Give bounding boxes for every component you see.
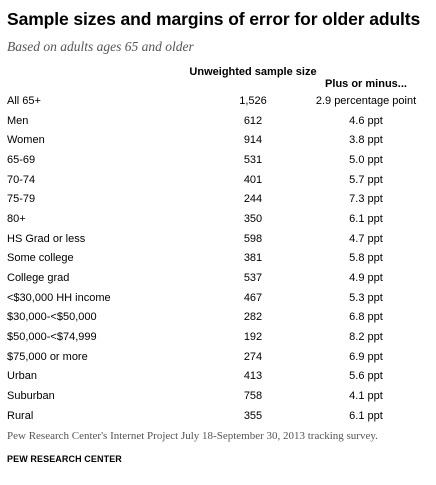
row-label: $30,000-<$50,000	[7, 311, 97, 324]
margin-of-error-value: 4.1 ppt	[349, 389, 383, 402]
source-note: Pew Research Center's Internet Project J…	[7, 430, 378, 442]
sample-size-value: 282	[243, 311, 263, 324]
margin-of-error-value: 5.3 ppt	[349, 291, 383, 304]
sample-size-value: 401	[243, 173, 263, 186]
margin-of-error-value: 6.8 ppt	[349, 311, 383, 324]
row-label: $50,000-<$74,999	[7, 330, 97, 343]
sample-size-value: 598	[243, 232, 263, 245]
table-row: $30,000-<$50,000 282 6.8 ppt	[0, 308, 436, 328]
data-table: All 65+ 1,526 2.9 percentage point Men 612 4.…	[0, 92, 436, 426]
row-label: 70-74	[7, 173, 36, 186]
margin-of-error-value: 5.8 ppt	[349, 252, 383, 265]
row-label: Rural	[7, 409, 34, 422]
row-label: 75-79	[7, 193, 36, 206]
sample-size-value: 467	[243, 291, 263, 304]
sample-size-value: 914	[243, 134, 263, 147]
sample-size-value: 1,526	[239, 95, 267, 107]
row-label: Urban	[7, 370, 37, 383]
row-label: Women	[7, 134, 45, 147]
row-label: Suburban	[7, 389, 55, 402]
margin-of-error-value: 5.7 ppt	[349, 173, 383, 186]
row-label: Men	[7, 114, 29, 127]
table-row: Women 914 3.8 ppt	[0, 131, 436, 151]
table-row: 70-74 401 5.7 ppt	[0, 171, 436, 191]
margin-of-error-value: 6.1 ppt	[349, 409, 383, 422]
table-row: $50,000-<$74,999 192 8.2 ppt	[0, 328, 436, 348]
sample-size-value: 612	[243, 114, 263, 127]
subtitle: Based on adults ages 65 and older	[7, 39, 194, 54]
table-row: Some college 381 5.8 ppt	[0, 249, 436, 269]
table-row: All 65+ 1,526 2.9 percentage point	[0, 92, 436, 112]
table-row: 65-69 531 5.0 ppt	[0, 151, 436, 171]
column-header-margin-of-error: Plus or minus...	[325, 78, 407, 90]
sample-size-value: 381	[243, 252, 263, 265]
row-label: All 65+	[7, 95, 41, 107]
table-row: 80+ 350 6.1 ppt	[0, 210, 436, 230]
row-label: HS Grad or less	[7, 232, 86, 245]
margin-of-error-value: 4.6 ppt	[349, 114, 383, 127]
table-row: Urban 413 5.6 ppt	[0, 367, 436, 387]
row-label: $75,000 or more	[7, 350, 88, 363]
sample-size-value: 355	[243, 409, 263, 422]
row-label: <$30,000 HH income	[7, 291, 111, 304]
table-row: <$30,000 HH income 467 5.3 ppt	[0, 289, 436, 309]
table-row: HS Grad or less 598 4.7 ppt	[0, 230, 436, 250]
margin-of-error-value: 7.3 ppt	[349, 193, 383, 206]
margin-of-error-value: 4.9 ppt	[349, 271, 383, 284]
brand-logo-text: PEW RESEARCH CENTER	[7, 454, 122, 464]
row-label: Some college	[7, 252, 74, 265]
margin-of-error-value: 5.6 ppt	[349, 370, 383, 383]
row-label: College grad	[7, 271, 70, 284]
table-row: Rural 355 6.1 ppt	[0, 407, 436, 427]
sample-size-value: 192	[243, 330, 263, 343]
table-row: Suburban 758 4.1 ppt	[0, 387, 436, 407]
sample-size-value: 531	[243, 153, 263, 166]
table-row: Men 612 4.6 ppt	[0, 112, 436, 132]
margin-of-error-value: 6.9 ppt	[349, 350, 383, 363]
table-row: 75-79 244 7.3 ppt	[0, 190, 436, 210]
column-header-sample-size: Unweighted sample size	[189, 66, 317, 78]
sample-size-value: 244	[243, 193, 263, 206]
margin-of-error-value: 5.0 ppt	[349, 153, 383, 166]
table-row: College grad 537 4.9 ppt	[0, 269, 436, 289]
sample-size-value: 413	[243, 370, 263, 383]
table-row: $75,000 or more 274 6.9 ppt	[0, 348, 436, 368]
margin-of-error-value: 6.1 ppt	[349, 212, 383, 225]
margin-of-error-value: 2.9 percentage point	[315, 95, 417, 107]
margin-of-error-value: 8.2 ppt	[349, 330, 383, 343]
row-label: 80+	[7, 212, 26, 225]
sample-size-value: 758	[243, 389, 263, 402]
top-rule	[0, 91, 436, 92]
row-label: 65-69	[7, 153, 36, 166]
page-title: Sample sizes and margins of error for ol…	[7, 9, 421, 29]
margin-of-error-value: 3.8 ppt	[349, 134, 383, 147]
margin-of-error-value: 4.7 ppt	[349, 232, 383, 245]
sample-size-value: 274	[243, 350, 263, 363]
sample-size-value: 350	[243, 212, 263, 225]
sample-size-value: 537	[243, 271, 263, 284]
